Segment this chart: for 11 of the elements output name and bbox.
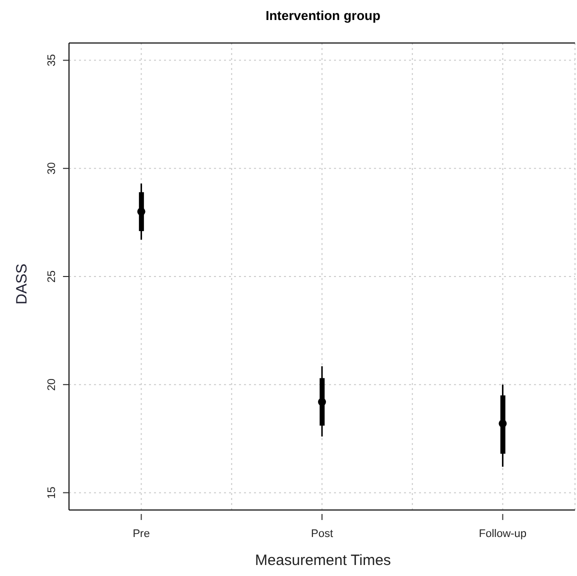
x-axis-title: Measurement Times [254, 552, 392, 569]
y-tick-label: 20 [46, 378, 58, 391]
x-tick-label: Pre [132, 528, 150, 540]
y-tick-label: 30 [46, 162, 58, 175]
y-tick-label: 25 [46, 270, 58, 283]
x-tick-label: Follow-up [478, 528, 527, 540]
chart-title: Intervention group [264, 8, 382, 23]
x-tick-label: Post [310, 528, 334, 540]
y-tick-label: 15 [46, 486, 58, 499]
y-axis-title: DASS [14, 264, 30, 304]
y-tick-label: 35 [46, 54, 58, 66]
